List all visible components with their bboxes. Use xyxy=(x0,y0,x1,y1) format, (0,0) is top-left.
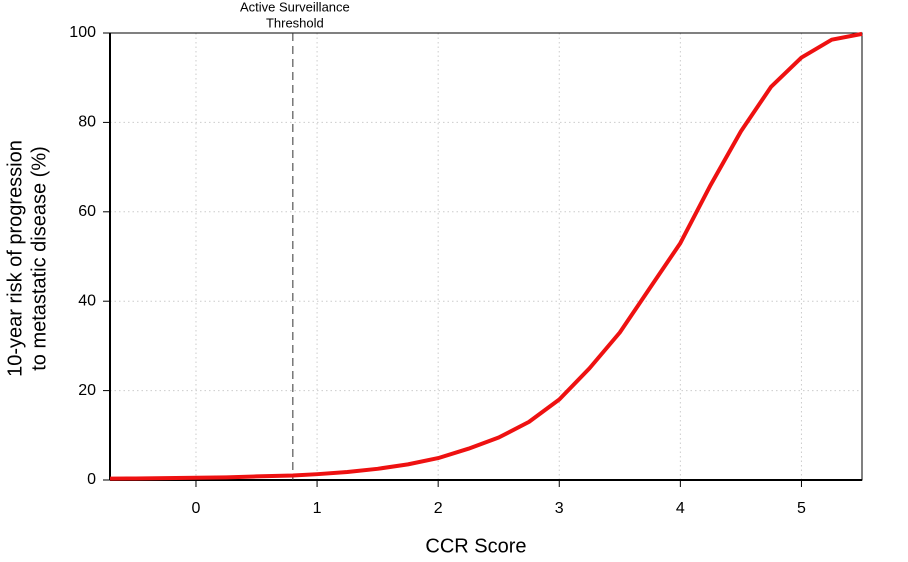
y-axis-title: 10-year risk of progression xyxy=(4,140,26,377)
annotation: Threshold xyxy=(266,15,324,30)
y-tick-label: 100 xyxy=(69,24,96,41)
x-tick-label: 4 xyxy=(676,500,685,517)
plot-frame xyxy=(109,32,863,481)
x-tick-label: 3 xyxy=(555,500,564,517)
y-tick-label: 80 xyxy=(78,114,96,131)
x-tick-label: 2 xyxy=(434,500,443,517)
y-tick-label: 0 xyxy=(87,471,96,488)
x-axis-title: CCR Score xyxy=(425,535,526,557)
y-tick-label: 40 xyxy=(78,292,96,309)
x-tick-label: 0 xyxy=(192,500,201,517)
y-tick-label: 60 xyxy=(78,203,96,220)
x-tick-label: 1 xyxy=(313,500,322,517)
annotation: Active Surveillance xyxy=(240,0,350,14)
y-axis-title: to metastatic disease (%) xyxy=(28,146,50,371)
series-line xyxy=(109,31,863,481)
y-tick-label: 20 xyxy=(78,382,96,399)
x-tick-label: 5 xyxy=(797,500,806,517)
